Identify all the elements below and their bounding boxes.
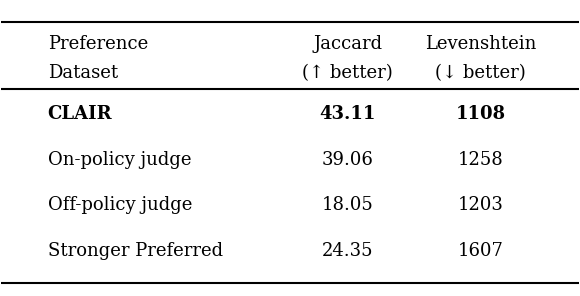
Text: Off-policy judge: Off-policy judge: [48, 196, 192, 214]
Text: 1203: 1203: [458, 196, 503, 214]
Text: Levenshtein: Levenshtein: [425, 35, 536, 53]
Text: Jaccard: Jaccard: [313, 35, 382, 53]
Text: Stronger Preferred: Stronger Preferred: [48, 242, 223, 260]
Text: 18.05: 18.05: [322, 196, 374, 214]
Text: Dataset: Dataset: [48, 64, 118, 82]
Text: On-policy judge: On-policy judge: [48, 151, 191, 169]
Text: 43.11: 43.11: [320, 105, 376, 123]
Text: 1258: 1258: [458, 151, 503, 169]
Text: CLAIR: CLAIR: [48, 105, 112, 123]
Text: (↓ better): (↓ better): [435, 64, 526, 82]
Text: 1607: 1607: [458, 242, 503, 260]
Text: 1108: 1108: [455, 105, 506, 123]
Text: Preference: Preference: [48, 35, 148, 53]
Text: 39.06: 39.06: [322, 151, 374, 169]
Text: (↑ better): (↑ better): [302, 64, 393, 82]
Text: 24.35: 24.35: [322, 242, 374, 260]
